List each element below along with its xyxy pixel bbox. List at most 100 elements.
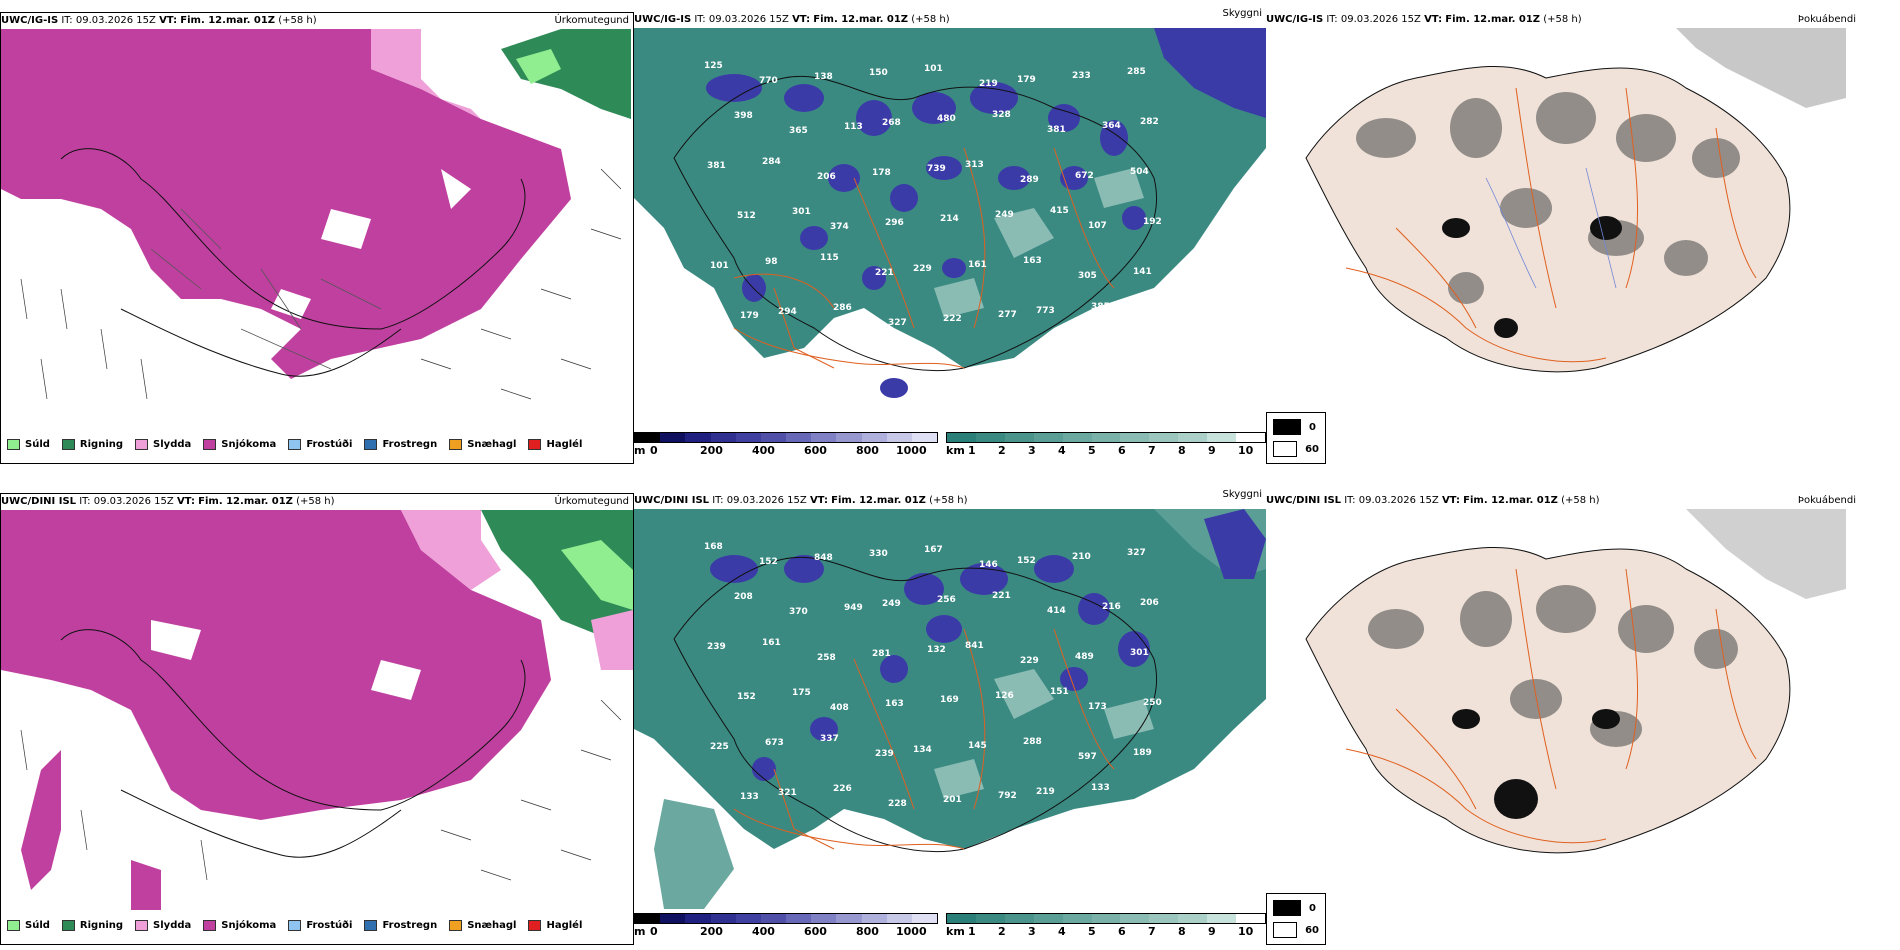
cloud-base-label: 169 — [940, 695, 959, 705]
cloud-base-label: 305 — [1078, 271, 1097, 281]
cloud-base-label: 189 — [1133, 748, 1152, 758]
height-unit: m — [634, 925, 646, 938]
cloud-base-label: 141 — [1133, 267, 1152, 277]
scale-segment — [710, 914, 736, 923]
cloud-base-label: 328 — [992, 110, 1011, 120]
cloud-base-label: 268 — [882, 118, 901, 128]
height-tick: 200 — [700, 444, 723, 457]
precip-map — [1, 29, 633, 429]
scale-segment — [1033, 433, 1063, 442]
panel-header: UWC/IG-IS IT: 09.03.2026 15Z VT: Fim. 12… — [1266, 12, 1900, 28]
fog-legend-swatch — [1273, 922, 1298, 938]
scale-segment — [1091, 914, 1121, 923]
legend-item-snow-pellets: Snæhagl — [449, 439, 516, 450]
legend-item-snow-pellets: Snæhagl — [449, 920, 516, 931]
cloud-base-label: 145 — [968, 741, 987, 751]
legend-item-sleet: Slydda — [135, 439, 191, 450]
cloud-base-label: 229 — [1020, 656, 1039, 666]
valid-time: Fim. 12.mar. 01Z — [180, 15, 276, 26]
legend-label: Frostúði — [306, 439, 353, 450]
scale-segment — [660, 433, 686, 442]
fog-map — [1266, 28, 1900, 428]
cloud-base-label: 365 — [789, 126, 808, 136]
fog-legend-swatch — [1273, 441, 1298, 457]
fog-panel-row2: UWC/DINI ISL IT: 09.03.2026 15Z VT: Fim.… — [1266, 493, 1900, 945]
cloud-base-labels: 125 770 138 150 101 219 179 233 285 398 365 113 268 4… — [704, 61, 1165, 371]
fog-legend-swatch — [1273, 419, 1301, 435]
visibility-tick: 3 — [1028, 444, 1036, 457]
legend-label: Frostregn — [382, 920, 438, 931]
cloud-base-label: 288 — [1023, 737, 1042, 747]
cloud-base-label: 370 — [789, 607, 808, 617]
cloud-base-label: 249 — [995, 210, 1014, 220]
valid-time: Fim. 12.mar. 01Z — [1445, 14, 1541, 25]
legend-swatch — [203, 439, 217, 450]
cloud-base-label: 301 — [1130, 648, 1149, 658]
height-scale: m 0 200 400 600 800 1000 — [634, 432, 938, 457]
cloud-base-label: 133 — [740, 792, 759, 802]
cloud-base-label: 284 — [762, 157, 781, 167]
fog-legend-row: 0 — [1273, 900, 1319, 916]
model-name: UWC/DINI ISL — [1, 496, 77, 507]
visibility-tick: 4 — [1058, 444, 1066, 457]
precip-map-svg — [1, 29, 633, 429]
cloud-base-label: 178 — [872, 168, 891, 178]
valid-time-label: VT: — [792, 14, 811, 25]
panel-type: Skyggni — [1222, 8, 1262, 19]
cloud-base-label: 841 — [965, 641, 984, 651]
visibility-unit: km — [946, 444, 965, 457]
scale-segment — [735, 433, 761, 442]
height-tick: 400 — [752, 925, 775, 938]
height-tick: 0 — [650, 925, 658, 938]
legend-label: Rigning — [79, 439, 124, 450]
lead-time: (+58 h) — [296, 496, 335, 507]
legend-swatch — [528, 920, 542, 931]
cloud-base-label: 229 — [913, 264, 932, 274]
cloud-base-label: 163 — [885, 699, 904, 709]
scale-segment — [886, 433, 912, 442]
cloud-base-label: 296 — [885, 218, 904, 228]
visibility-scale-labels: km 1 2 3 4 5 6 7 8 9 10 — [946, 924, 1266, 938]
panel-type: Skyggni — [1222, 489, 1262, 500]
scale-segment — [861, 433, 887, 442]
cloud-base-label: 206 — [817, 172, 836, 182]
precip-panel-row2: UWC/DINI ISL IT: 09.03.2026 15Z VT: Fim.… — [0, 493, 634, 945]
visibility-tick: 2 — [998, 444, 1006, 457]
legend-item-freezing-drizzle: Frostúði — [288, 920, 352, 931]
scale-segment — [1033, 914, 1063, 923]
height-tick: 600 — [804, 925, 827, 938]
scale-segment — [1178, 914, 1208, 923]
legend-swatch — [135, 439, 149, 450]
init-time: IT: 09.03.2026 15Z — [1344, 495, 1439, 506]
model-name: UWC/IG-IS — [634, 14, 692, 25]
cloud-base-label: 113 — [844, 122, 863, 132]
legend-label: Haglél — [546, 920, 583, 931]
cloud-base-label: 480 — [937, 114, 956, 124]
cloud-base-label: 347 — [1146, 317, 1165, 327]
scale-segment — [685, 914, 711, 923]
cloud-base-label: 673 — [765, 738, 784, 748]
cloud-base-label: 101 — [924, 64, 943, 74]
cloud-base-label: 282 — [1140, 117, 1159, 127]
cloud-base-label: 152 — [1017, 556, 1036, 566]
cloud-base-label: 192 — [1143, 217, 1162, 227]
visibility-tick: 6 — [1118, 925, 1126, 938]
model-name: UWC/IG-IS — [1, 15, 59, 26]
fog-map-svg — [1266, 509, 1900, 909]
cloud-base-label: 504 — [1130, 167, 1149, 177]
fog-legend-label: 60 — [1305, 924, 1319, 936]
scale-segment — [735, 914, 761, 923]
scale-segment — [861, 914, 887, 923]
visibility-scale-bar — [946, 432, 1266, 443]
cloud-base-label: 792 — [998, 791, 1017, 801]
legend-swatch — [364, 920, 378, 931]
visibility-tick: 4 — [1058, 925, 1066, 938]
cloud-panel-row1: UWC/IG-IS IT: 09.03.2026 15Z VT: Fim. 12… — [634, 8, 1266, 464]
legend-label: Frostúði — [306, 920, 353, 931]
cloud-base-labels: 168 152 848 330 167 146 152 210 327 208 370 949 249 2… — [704, 542, 1162, 809]
scale-segment — [886, 914, 912, 923]
visibility-tick: 10 — [1238, 444, 1254, 457]
cloud-base-label: 289 — [1020, 175, 1039, 185]
cloud-base-label: 151 — [1050, 687, 1069, 697]
valid-time: Fim. 12.mar. 01Z — [831, 495, 926, 506]
